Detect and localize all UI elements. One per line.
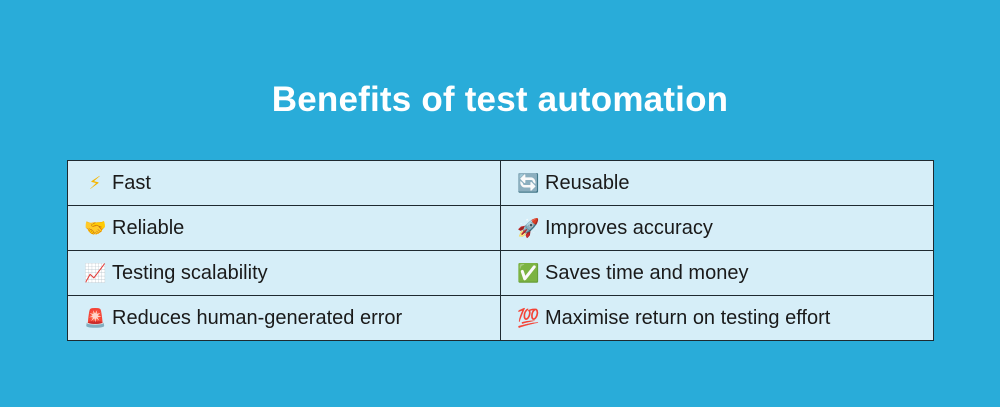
page-title: Benefits of test automation <box>271 80 729 119</box>
benefit-label: Improves accuracy <box>545 216 713 239</box>
benefit-label: Saves time and money <box>545 261 749 284</box>
benefits-table: ⚡ Fast 🔄 Reusable 🤝 Reliable 🚀 Improves accurac… <box>67 160 934 341</box>
table-cell: 🤝 Reliable <box>67 205 501 251</box>
benefit-label: Reusable <box>545 171 630 194</box>
table-row: 🚨 Reduces human-generated error 💯 Maximise … <box>67 295 934 341</box>
table-cell: 🚀 Improves accuracy <box>500 205 934 251</box>
table-cell: ⚡ Fast <box>67 160 501 206</box>
chart-increasing-icon: 📈 <box>84 262 107 284</box>
handshake-icon: 🤝 <box>84 217 107 239</box>
lightning-icon: ⚡ <box>88 172 102 194</box>
table-cell: 📈 Testing scalability <box>67 250 501 296</box>
table-cell: 🚨 Reduces human-generated error <box>67 295 501 341</box>
table-cell: 🔄 Reusable <box>500 160 934 206</box>
benefit-label: Fast <box>112 171 151 194</box>
benefit-label: Reduces human-generated error <box>112 306 403 329</box>
siren-icon: 🚨 <box>84 307 107 329</box>
check-mark-icon: ✅ <box>517 262 540 284</box>
benefit-label: Maximise return on testing effort <box>545 306 831 329</box>
benefit-label: Testing scalability <box>112 261 268 284</box>
table-row: 🤝 Reliable 🚀 Improves accuracy <box>67 205 934 251</box>
benefit-label: Reliable <box>112 216 185 239</box>
table-cell: 💯 Maximise return on testing effort <box>500 295 934 341</box>
table-row: ⚡ Fast 🔄 Reusable <box>67 160 934 206</box>
table-cell: ✅ Saves time and money <box>500 250 934 296</box>
rocket-icon: 🚀 <box>517 217 540 239</box>
table-row: 📈 Testing scalability ✅ Saves time and mone… <box>67 250 934 296</box>
repeat-icon: 🔄 <box>517 172 540 194</box>
hundred-points-icon: 💯 <box>517 307 540 329</box>
